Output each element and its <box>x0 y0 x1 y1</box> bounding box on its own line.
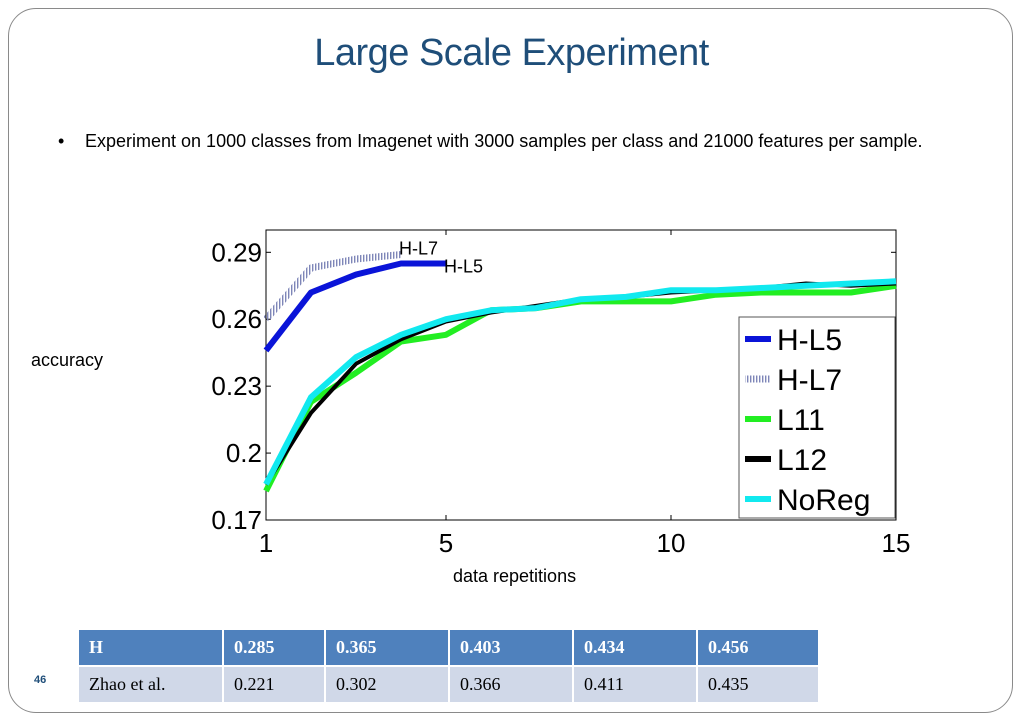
legend-label: NoReg <box>777 484 870 517</box>
page-number: 46 <box>34 674 47 686</box>
table-cell: Zhao et al. <box>77 665 224 704</box>
table-cell: H <box>77 628 224 667</box>
table-row-h: H 0.285 0.365 0.403 0.434 0.456 <box>77 628 820 667</box>
table-cell: 0.366 <box>448 665 574 704</box>
legend-label: H-L5 <box>777 324 842 357</box>
legend-label: L11 <box>777 404 825 437</box>
series-line-h-l7 <box>263 251 402 322</box>
y-tick-label: 0.26 <box>211 304 262 334</box>
x-tick-label: 5 <box>439 528 453 558</box>
slide-frame <box>8 8 1013 713</box>
table-cell: 0.302 <box>324 665 450 704</box>
results-table: H 0.285 0.365 0.403 0.434 0.456 Zhao et … <box>77 628 820 704</box>
plot-frame <box>265 229 897 521</box>
table-cell: 0.285 <box>222 628 326 667</box>
y-tick-label: 0.17 <box>211 505 262 535</box>
x-tick-label: 15 <box>882 528 911 558</box>
table-cell: 0.456 <box>696 628 820 667</box>
table-cell: 0.221 <box>222 665 326 704</box>
slide-title: Large Scale Experiment <box>314 32 709 74</box>
y-axis-label: accuracy <box>31 350 104 370</box>
bullet-text: Experiment on 1000 classes from Imagenet… <box>85 131 923 151</box>
table-cell: 0.435 <box>696 665 820 704</box>
series-line-noreg <box>263 278 897 486</box>
table-row-zhao: Zhao et al. 0.221 0.302 0.366 0.411 0.43… <box>77 665 820 704</box>
table-cell: 0.403 <box>448 628 574 667</box>
y-tick-label: 0.29 <box>211 237 262 267</box>
legend-label: L12 <box>777 444 827 477</box>
series-line-h-l5 <box>263 260 446 353</box>
table-cell: 0.434 <box>572 628 698 667</box>
annotation-label: H-L5 <box>444 256 483 276</box>
x-tick-label: 10 <box>657 528 686 558</box>
bullet-dot: • <box>58 131 65 151</box>
y-tick-label: 0.23 <box>211 371 262 401</box>
table-cell: 0.365 <box>324 628 450 667</box>
x-axis-label: data repetitions <box>453 566 577 586</box>
legend-label: H-L7 <box>777 364 842 397</box>
x-tick-label: 1 <box>259 528 273 558</box>
y-tick-label: 0.2 <box>226 438 262 468</box>
annotation-label: H-L7 <box>399 239 438 259</box>
table-cell: 0.411 <box>572 665 698 704</box>
